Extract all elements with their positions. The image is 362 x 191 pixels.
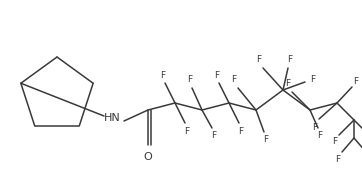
Text: F: F xyxy=(286,79,291,88)
Text: F: F xyxy=(332,138,337,146)
Text: F: F xyxy=(336,155,341,164)
Text: F: F xyxy=(264,135,269,145)
Text: F: F xyxy=(311,75,316,84)
Text: F: F xyxy=(188,75,193,84)
Text: F: F xyxy=(287,56,292,65)
Text: F: F xyxy=(184,126,190,135)
Text: F: F xyxy=(211,131,216,141)
Text: F: F xyxy=(231,75,236,84)
Text: F: F xyxy=(312,122,317,131)
Text: F: F xyxy=(160,70,165,79)
Text: HN: HN xyxy=(104,113,121,123)
Text: F: F xyxy=(317,131,323,141)
Text: F: F xyxy=(239,126,244,135)
Text: F: F xyxy=(256,56,262,65)
Text: O: O xyxy=(144,152,152,162)
Text: F: F xyxy=(353,77,359,86)
Text: F: F xyxy=(214,70,220,79)
